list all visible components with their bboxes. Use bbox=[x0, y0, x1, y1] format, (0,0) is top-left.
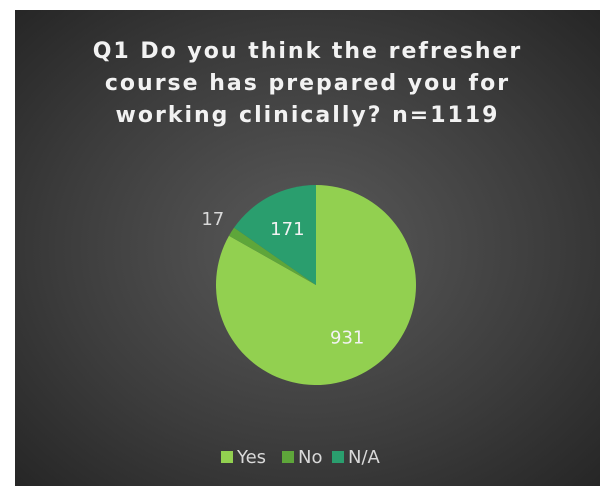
legend-label: No bbox=[298, 447, 322, 468]
pie-slice bbox=[215, 185, 416, 385]
legend-label: Yes bbox=[236, 447, 266, 468]
data-label: 931 bbox=[330, 328, 364, 349]
pie-slice bbox=[228, 227, 316, 285]
pie-slice bbox=[234, 185, 316, 285]
chart: Q1 Do you think the refresher course has… bbox=[15, 10, 600, 486]
legend-swatch bbox=[221, 451, 233, 463]
chart-title: Q1 Do you think the refresher course has… bbox=[92, 39, 523, 128]
legend-swatch bbox=[332, 451, 344, 463]
legend-label: N/A bbox=[348, 447, 381, 468]
data-label: 171 bbox=[270, 219, 304, 240]
data-label: 17 bbox=[201, 209, 224, 230]
plot: 931 17 171 Yes No N/A bbox=[201, 185, 416, 468]
legend-swatch bbox=[282, 451, 294, 463]
